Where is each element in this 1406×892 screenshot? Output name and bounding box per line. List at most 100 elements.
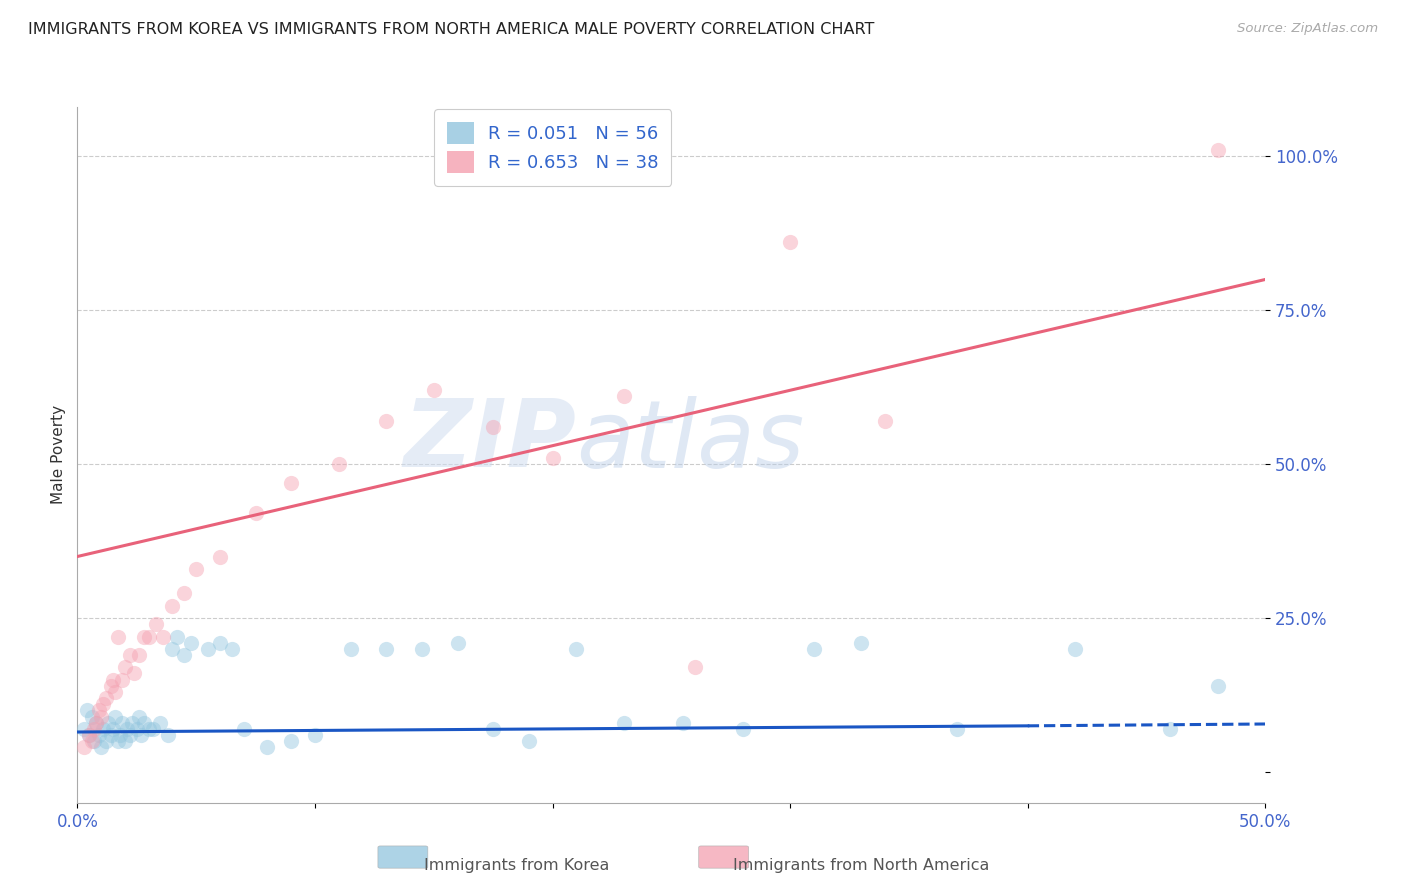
Point [1206,143,1229,157]
Point [375,641,398,656]
Point [186,562,208,576]
Point [107,734,129,748]
Point [77,728,100,742]
Point [945,722,967,736]
Point [73,740,96,755]
Point [731,722,754,736]
Point [94,691,117,706]
Point [256,740,278,755]
Point [111,715,134,730]
Point [104,685,127,699]
FancyBboxPatch shape [699,846,748,868]
Point [197,641,219,656]
Point [83,734,105,748]
Point [104,709,127,723]
Point [101,722,124,736]
Point [245,507,267,521]
Point [339,641,361,656]
Point [221,641,243,656]
Point [152,630,174,644]
Point [446,636,468,650]
Point [131,728,153,742]
Point [482,722,505,736]
Point [118,648,141,662]
Point [517,734,540,748]
Point [108,728,131,742]
Text: IMMIGRANTS FROM KOREA VS IMMIGRANTS FROM NORTH AMERICA MALE POVERTY CORRELATION : IMMIGRANTS FROM KOREA VS IMMIGRANTS FROM… [28,22,875,37]
Point [124,666,146,681]
Point [97,715,120,730]
Point [683,660,706,674]
Point [107,630,129,644]
Point [208,636,231,650]
Point [86,715,108,730]
Point [128,709,150,723]
Point [1159,722,1181,736]
Point [162,599,184,613]
Point [1206,679,1229,693]
Point [145,617,167,632]
Y-axis label: Male Poverty: Male Poverty [51,405,66,505]
Point [80,734,103,748]
Point [73,722,96,736]
Text: Immigrants from Korea: Immigrants from Korea [425,858,610,873]
Point [411,641,433,656]
Point [77,728,100,742]
Point [94,734,117,748]
Point [232,722,254,736]
Point [76,703,98,717]
Legend: R = 0.051   N = 56, R = 0.653   N = 38: R = 0.051 N = 56, R = 0.653 N = 38 [434,109,671,186]
Point [375,414,398,428]
Point [173,586,195,600]
Point [803,641,825,656]
Point [672,715,695,730]
Point [87,728,110,742]
Point [114,734,136,748]
Point [280,475,302,490]
Point [138,722,160,736]
Point [132,630,155,644]
Point [100,679,122,693]
Point [541,450,564,465]
Point [125,722,148,736]
Point [875,414,897,428]
Point [128,648,150,662]
Point [304,728,326,742]
Point [101,673,124,687]
Point [162,641,184,656]
Point [565,641,588,656]
Point [93,722,115,736]
Point [180,636,202,650]
Point [423,384,446,398]
Point [86,715,108,730]
Point [149,715,172,730]
Point [482,420,505,434]
Point [121,715,143,730]
FancyBboxPatch shape [378,846,427,868]
Point [90,709,112,723]
Point [80,709,103,723]
Point [100,728,122,742]
Text: atlas: atlas [576,395,804,486]
Point [156,728,179,742]
Point [280,734,302,748]
Point [87,703,110,717]
Point [118,728,141,742]
Point [142,722,165,736]
Point [613,715,636,730]
Point [114,660,136,674]
Point [328,457,350,471]
Point [851,636,873,650]
Point [115,722,138,736]
Point [613,389,636,403]
Point [1064,641,1087,656]
Point [779,235,801,250]
Point [208,549,231,564]
Point [166,630,188,644]
Text: Source: ZipAtlas.com: Source: ZipAtlas.com [1237,22,1378,36]
Point [138,630,160,644]
Point [93,698,115,712]
Point [132,715,155,730]
Text: Immigrants from North America: Immigrants from North America [734,858,990,873]
Point [83,722,105,736]
